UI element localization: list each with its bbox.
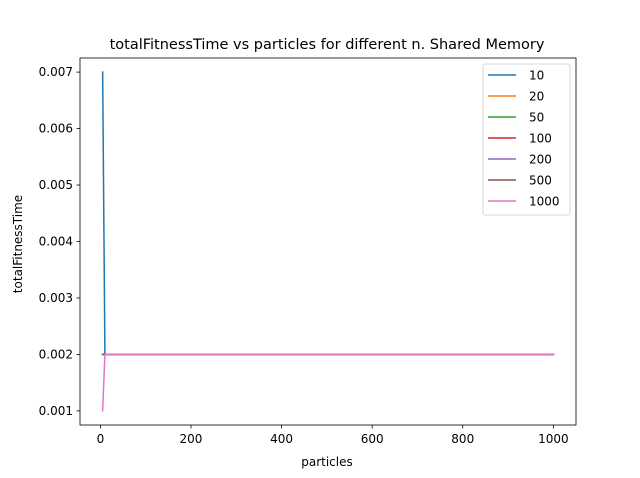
axes: 0 200 400 600 800 1000 0.001 0.002 0.003 0.004 0.0… [39, 57, 577, 446]
x-tick-label: 0 [97, 432, 105, 446]
x-tick-label: 200 [180, 432, 203, 446]
legend-label-200: 200 [529, 153, 552, 167]
y-tick-label: 0.003 [39, 291, 73, 305]
legend-label-100: 100 [529, 132, 552, 146]
series-line-1000 [101, 353, 555, 412]
x-tick-label: 800 [451, 432, 474, 446]
legend: 10 20 50 100 200 500 1000 [482, 63, 571, 216]
y-tick-label: 0.001 [39, 404, 73, 418]
legend-label-50: 50 [529, 111, 544, 125]
y-tick-label: 0.006 [39, 122, 73, 136]
legend-label-10: 10 [529, 69, 544, 83]
y-tick-label: 0.005 [39, 178, 73, 192]
x-axis-title: particles [301, 455, 353, 469]
legend-label-1000: 1000 [529, 195, 560, 209]
legend-label-500: 500 [529, 174, 552, 188]
legend-box [482, 63, 571, 216]
x-tick-label: 600 [361, 432, 384, 446]
x-tick-label: 1000 [538, 432, 569, 446]
chart-title: totalFitnessTime vs particles for differ… [110, 37, 545, 53]
x-tick-label: 400 [270, 432, 293, 446]
plot-area [101, 71, 555, 412]
y-tick-label: 0.007 [39, 65, 73, 79]
y-axis-title: totalFitnessTime [11, 195, 25, 293]
legend-label-20: 20 [529, 90, 544, 104]
y-tick-label: 0.004 [39, 235, 73, 249]
y-tick-label: 0.002 [39, 347, 73, 361]
